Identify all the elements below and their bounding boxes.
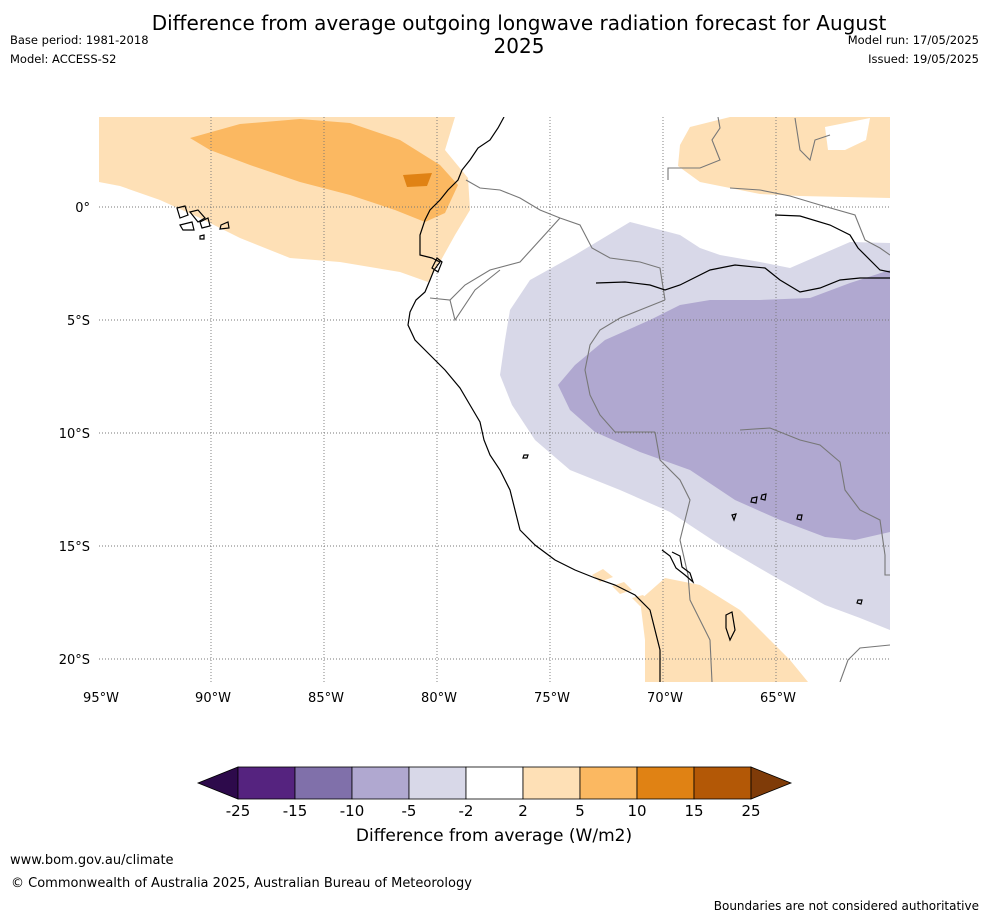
coastlines: [176, 117, 890, 682]
meta-right: Model run: 17/05/2025 Issued: 19/05/2025: [848, 33, 979, 71]
colorbar-bin: [465, 766, 524, 800]
colorbar-extend-min: [196, 766, 239, 800]
lon-axis-labels: 95°W 90°W 85°W 80°W 75°W 70°W 65°W: [83, 691, 796, 706]
colorbar-tick: 15: [684, 802, 703, 820]
colorbar-bin: [408, 766, 467, 800]
lat-label-15s: 15°S: [59, 540, 90, 555]
colorbar: [196, 766, 793, 800]
model-run: Model run: 17/05/2025: [847, 33, 979, 47]
chart-title: Difference from average outgoing longwav…: [151, 11, 887, 58]
lat-label-10s: 10°S: [59, 427, 90, 442]
positive-anomaly-south: [640, 578, 808, 682]
lat-label-0: 0°: [75, 201, 90, 216]
lon-label-80w: 80°W: [421, 691, 457, 706]
lon-label-85w: 85°W: [308, 691, 344, 706]
white-hole-north: [825, 118, 870, 150]
negative-anomaly-moderate: [558, 270, 890, 540]
colorbar-bin: [351, 766, 410, 800]
colorbar-bin: [636, 766, 695, 800]
meta-left: Base period: 1981-2018 Model: ACCESS-S2: [10, 33, 149, 71]
colorbar-tick: 2: [518, 802, 528, 820]
model-name: Model: ACCESS-S2: [10, 52, 117, 66]
positive-anomaly-ecuador-coast: [190, 119, 458, 222]
base-period: Base period: 1981-2018: [10, 33, 149, 47]
lon-label-95w: 95°W: [83, 691, 119, 706]
colorbar-bin: [579, 766, 638, 800]
colorbar-tick: -25: [226, 802, 251, 820]
copyright-notice: © Commonwealth of Australia 2025, Austra…: [11, 876, 472, 891]
colorbar-tick: -5: [402, 802, 417, 820]
colorbar-ticks: -25 -15 -10 -5 -2 2 5 10 15 25: [226, 802, 761, 820]
colorbar-title: Difference from average (W/m2): [355, 826, 633, 846]
boundary-disclaimer: Boundaries are not considered authoritat…: [713, 899, 979, 913]
lon-label-65w: 65°W: [760, 691, 796, 706]
colorbar-tick: 10: [627, 802, 646, 820]
colorbar-tick: 5: [575, 802, 585, 820]
lat-label-20s: 20°S: [59, 653, 90, 668]
lon-label-90w: 90°W: [195, 691, 231, 706]
lon-label-70w: 70°W: [647, 691, 683, 706]
colorbar-tick: -10: [340, 802, 365, 820]
colorbar-tick: -15: [283, 802, 308, 820]
map-panel: [99, 117, 890, 682]
colorbar-tick: 25: [741, 802, 760, 820]
graticule: [99, 117, 890, 682]
colorbar-bin: [522, 766, 581, 800]
colorbar-tick: -2: [459, 802, 474, 820]
colorbar-bin: [237, 766, 296, 800]
colorbar-bin: [693, 766, 752, 800]
colorbar-bin: [294, 766, 353, 800]
colorbar-extend-max: [750, 766, 793, 800]
website-link[interactable]: www.bom.gov.au/climate: [10, 853, 174, 868]
issued-date: Issued: 19/05/2025: [868, 52, 979, 66]
lon-label-75w: 75°W: [534, 691, 570, 706]
strong-positive-anomaly-spot: [403, 173, 432, 187]
lat-label-5s: 5°S: [67, 314, 90, 329]
lat-axis-labels: 0° 5°S 10°S 15°S 20°S: [59, 201, 90, 668]
country-borders: [429, 117, 890, 682]
